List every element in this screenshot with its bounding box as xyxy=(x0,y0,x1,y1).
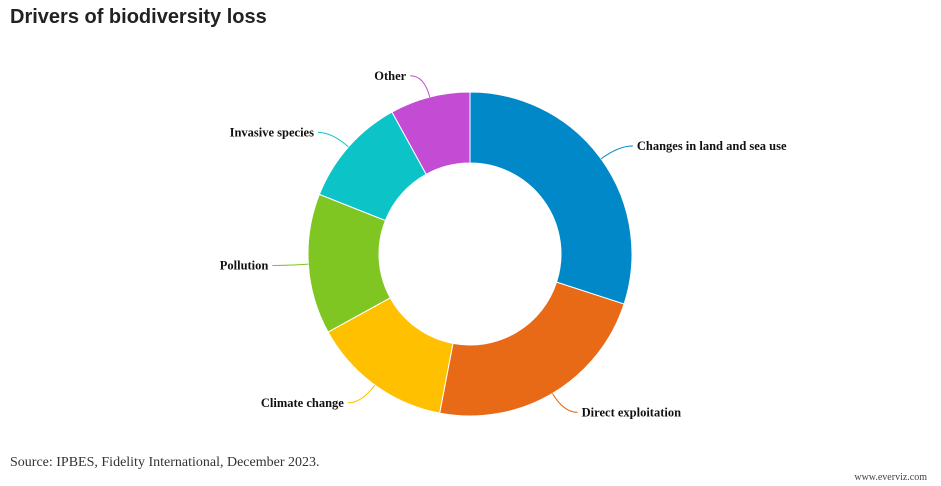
credit-link[interactable]: www.everviz.com xyxy=(854,472,927,483)
chart-title: Drivers of biodiversity loss xyxy=(10,6,267,28)
slice-changes-in-land-and-sea-use[interactable] xyxy=(469,91,633,305)
connector-invasive-species xyxy=(317,131,349,148)
label-climate-change: Climate change xyxy=(261,396,344,410)
source-note: Source: IPBES, Fidelity International, D… xyxy=(10,455,320,470)
slice-direct-exploitation[interactable] xyxy=(439,281,625,417)
slice-other[interactable] xyxy=(391,91,471,175)
connector-direct-exploitation xyxy=(552,393,578,413)
connector-pollution xyxy=(272,263,309,267)
connector-changes-in-land-and-sea-use xyxy=(600,145,633,160)
connector-other xyxy=(410,75,431,98)
label-changes-in-land-and-sea-use: Changes in land and sea use xyxy=(637,139,787,153)
label-other: Other xyxy=(374,69,406,83)
label-pollution: Pollution xyxy=(220,259,269,273)
label-direct-exploitation: Direct exploitation xyxy=(582,405,681,419)
label-invasive-species: Invasive species xyxy=(230,125,315,139)
connector-climate-change xyxy=(347,384,376,404)
